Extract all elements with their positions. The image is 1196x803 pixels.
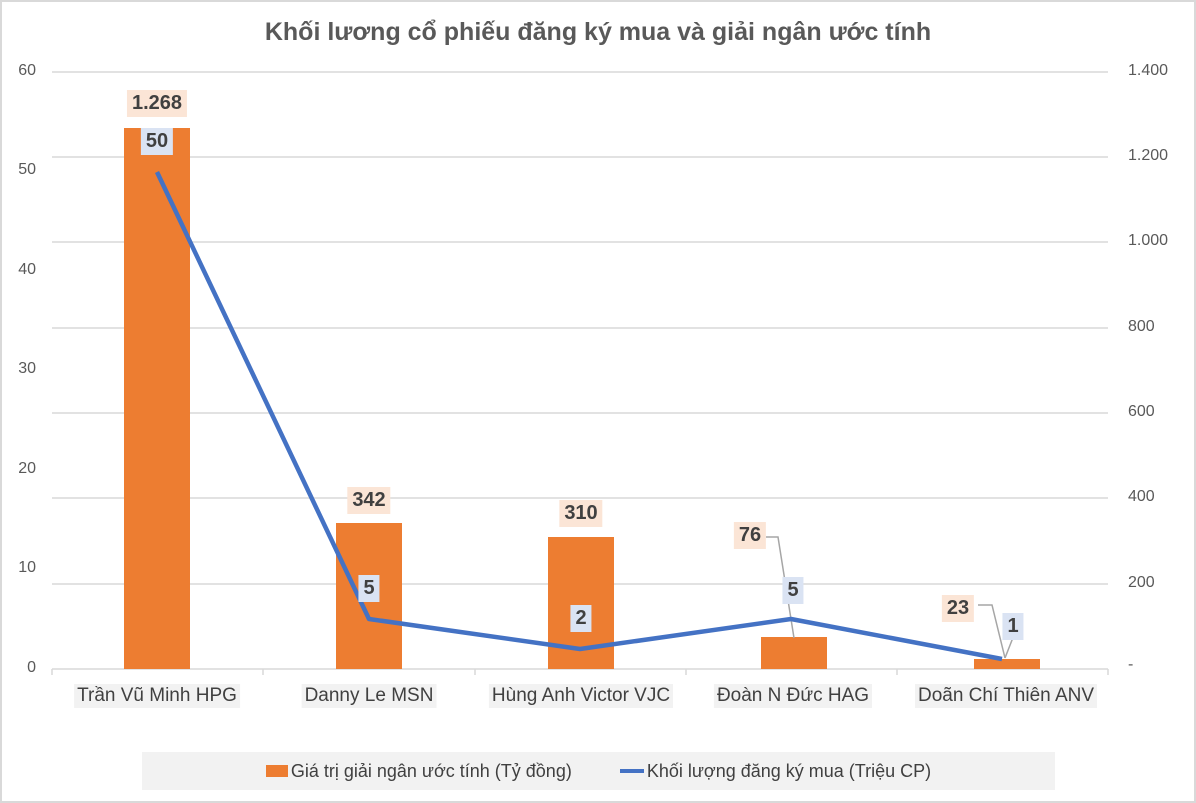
category-label: Danny Le MSN xyxy=(301,684,437,708)
line-label-vjc: 2 xyxy=(570,605,592,632)
legend-item-line: Khối lượng đăng ký mua (Triệu CP) xyxy=(619,760,932,782)
line-swatch-icon xyxy=(619,769,644,773)
bar-label-hag: 76 xyxy=(733,522,767,549)
bar-hpg xyxy=(124,128,190,669)
y-right-tick: 800 xyxy=(1128,318,1155,335)
line-label-anv: 1 xyxy=(1002,613,1024,640)
line-label-msn: 5 xyxy=(358,575,380,602)
y-left-tick: 20 xyxy=(18,460,36,477)
y-right-tick: - xyxy=(1128,656,1134,673)
legend-label-bar: Giá trị giải ngân ước tính (Tỷ đồng) xyxy=(290,760,572,781)
line-series xyxy=(154,171,1003,662)
y-right-tick: 1.000 xyxy=(1128,232,1169,249)
y-left-tick: 40 xyxy=(18,261,36,278)
bar-label-msn: 342 xyxy=(347,487,391,514)
y-right-tick: 600 xyxy=(1128,403,1155,420)
bar-label-hpg: 1.268 xyxy=(126,90,188,117)
y-left-tick: 30 xyxy=(18,360,36,377)
y-left-tick: 0 xyxy=(27,659,36,676)
bar-label-anv: 23 xyxy=(941,595,975,622)
category-label: Hùng Anh Victor VJC xyxy=(488,684,674,708)
legend: Giá trị giải ngân ước tính (Tỷ đồng) Khố… xyxy=(142,752,1055,790)
y-right-tick: 1.400 xyxy=(1128,62,1169,79)
y-right-tick: 1.200 xyxy=(1128,147,1169,164)
line-label-hpg: 50 xyxy=(140,128,174,155)
y-right-tick: 200 xyxy=(1128,574,1155,591)
category-label: Doãn Chí Thiên ANV xyxy=(914,684,1098,708)
line-label-hag: 5 xyxy=(782,577,804,604)
chart-title: Khối lương cổ phiếu đăng ký mua và giải … xyxy=(264,18,932,46)
y-right-tick: 400 xyxy=(1128,488,1155,505)
legend-item-bar: Giá trị giải ngân ước tính (Tỷ đồng) xyxy=(265,760,572,782)
y-left-tick: 60 xyxy=(18,62,36,79)
legend-label-line: Khối lượng đăng ký mua (Triệu CP) xyxy=(646,760,932,781)
category-label: Trần Vũ Minh HPG xyxy=(74,684,240,708)
y-left-tick: 10 xyxy=(18,559,36,576)
category-label: Đoàn N Đức HAG xyxy=(713,684,873,708)
bar-hag xyxy=(761,637,827,669)
bar-swatch-icon xyxy=(265,765,288,777)
bar-anv xyxy=(974,659,1040,669)
y-left-tick: 50 xyxy=(18,161,36,178)
bar-label-vjc: 310 xyxy=(559,500,603,527)
